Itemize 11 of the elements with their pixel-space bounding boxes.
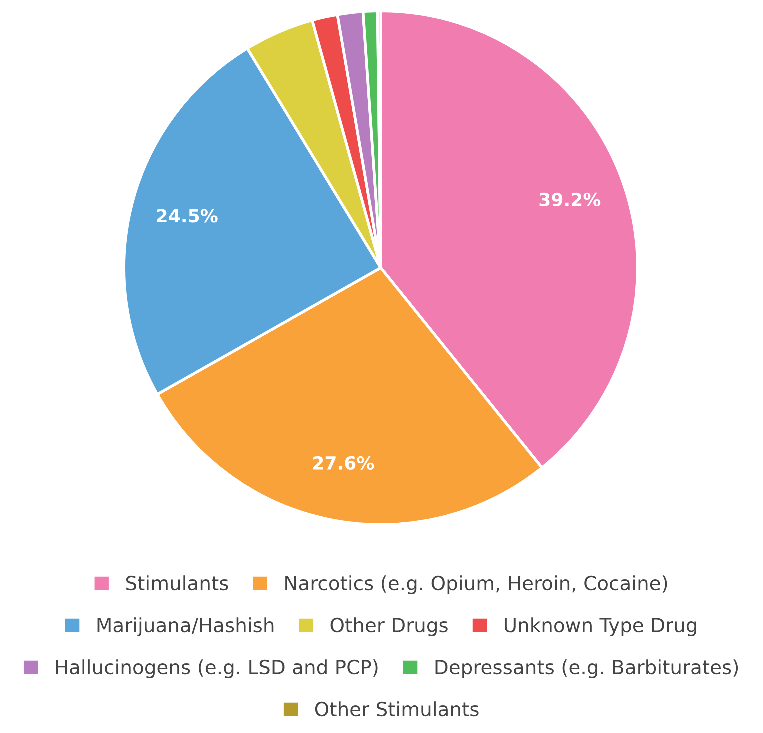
data-label: 27.6% — [314, 456, 374, 470]
legend-label: Other Drugs — [330, 618, 448, 636]
legend-label: Depressants (e.g. Barbiturates) — [436, 660, 738, 678]
legend-label: Marijuana/Hashish — [98, 618, 274, 636]
data-label: 39.2% — [540, 192, 601, 207]
legend-label: Narcotics (e.g. Opium, Heroin, Cocaine) — [286, 576, 668, 594]
legend-label: Hallucinogens (e.g. LSD and PCP) — [56, 660, 378, 678]
data-label: 24.5% — [157, 209, 218, 223]
legend-label: Unknown Type Drug — [504, 618, 696, 636]
legend-label: Stimulants — [126, 576, 228, 591]
legend-label: Other Stimulants — [315, 702, 479, 717]
